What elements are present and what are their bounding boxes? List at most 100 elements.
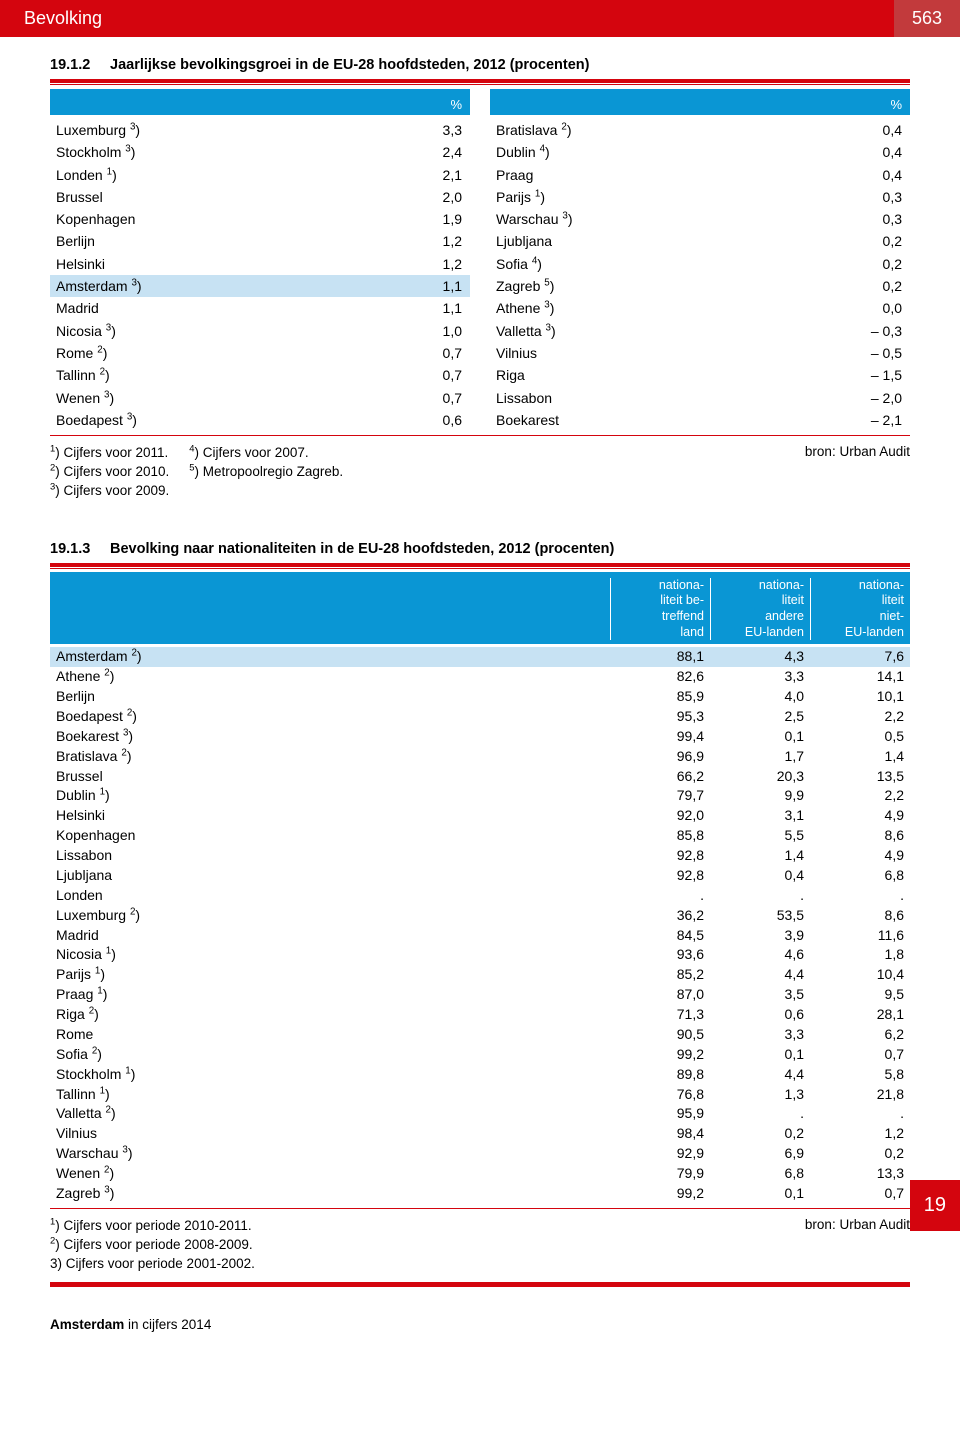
row-label: Zagreb 5) (496, 276, 842, 296)
cell: 10,4 (810, 965, 910, 985)
cell: 1,7 (710, 747, 810, 767)
cell: 0,1 (710, 1045, 810, 1065)
table-row: Valletta 2)95,9.. (50, 1104, 910, 1124)
row-label: Vilnius (496, 343, 842, 363)
row-label: Parijs 1) (56, 965, 610, 985)
table-row: Warschau 3)0,3 (490, 208, 910, 230)
table-row: Sofia 2)99,20,10,7 (50, 1045, 910, 1065)
table-row: Zagreb 5)0,2 (490, 275, 910, 297)
table-row: Athene 2)82,63,314,1 (50, 667, 910, 687)
row-label: Amsterdam 3) (56, 276, 402, 296)
row-label: Bratislava 2) (496, 120, 842, 140)
table-row: Rome90,53,36,2 (50, 1025, 910, 1045)
table-head: % (490, 89, 910, 115)
row-label: Brussel (56, 187, 402, 207)
cell: 92,0 (610, 806, 710, 826)
row-value: 0,4 (842, 120, 902, 140)
row-value: – 2,1 (842, 410, 902, 430)
rule (50, 1208, 910, 1209)
cell: 3,1 (710, 806, 810, 826)
cell: 28,1 (810, 1005, 910, 1025)
cell: 3,3 (710, 667, 810, 687)
row-value: 0,7 (402, 343, 462, 363)
row-label: Luxemburg 2) (56, 906, 610, 926)
side-chapter-tab: 19 (910, 1180, 960, 1231)
row-label: Valletta 3) (496, 321, 842, 341)
cell: 84,5 (610, 926, 710, 946)
table-row: Zagreb 3)99,20,10,7 (50, 1184, 910, 1204)
cell: 4,4 (710, 965, 810, 985)
footnote: 3) Cijfers voor periode 2001-2002. (50, 1255, 255, 1274)
section-number: 19.1.3 (50, 541, 110, 557)
row-label: Londen (56, 886, 610, 906)
cell: 1,8 (810, 945, 910, 965)
cell: 1,4 (710, 846, 810, 866)
row-value: 2,4 (402, 142, 462, 162)
section-text: Bevolking naar nationaliteiten in de EU-… (110, 541, 614, 557)
row-value: 0,7 (402, 365, 462, 385)
row-value: 0,4 (842, 142, 902, 162)
row-value: – 0,3 (842, 321, 902, 341)
row-label: Berlijn (56, 231, 402, 251)
table-head: % (50, 89, 470, 115)
row-label: Londen 1) (56, 165, 402, 185)
row-value: 0,3 (842, 209, 902, 229)
table-row: Londen... (50, 886, 910, 906)
table-row: Dublin 4)0,4 (490, 141, 910, 163)
row-label: Helsinki (56, 254, 402, 274)
row-label: Athene 3) (496, 298, 842, 318)
cell: 0,2 (810, 1144, 910, 1164)
source-label: bron: Urban Audit (805, 1217, 910, 1274)
cell: 2,2 (810, 707, 910, 727)
table-row: Dublin 1)79,79,92,2 (50, 786, 910, 806)
table-row: Athene 3)0,0 (490, 297, 910, 319)
pct-symbol: % (890, 97, 902, 112)
cell: 85,2 (610, 965, 710, 985)
row-value: – 0,5 (842, 343, 902, 363)
cell: 4,4 (710, 1065, 810, 1085)
cell: . (810, 1104, 910, 1124)
table-row: Warschau 3)92,96,90,2 (50, 1144, 910, 1164)
row-label: Riga 2) (56, 1005, 610, 1025)
row-label: Luxemburg 3) (56, 120, 402, 140)
table-row: Helsinki92,03,14,9 (50, 806, 910, 826)
cell: 98,4 (610, 1124, 710, 1144)
cell: 92,8 (610, 846, 710, 866)
row-label: Madrid (56, 926, 610, 946)
table-row: Boekarest– 2,1 (490, 409, 910, 431)
cell: 0,6 (710, 1005, 810, 1025)
table-row: Boedapest 2)95,32,52,2 (50, 707, 910, 727)
row-label: Riga (496, 365, 842, 385)
table-row: Bratislava 2)96,91,71,4 (50, 747, 910, 767)
row-label: Parijs 1) (496, 187, 842, 207)
row-label: Ljubljana (56, 866, 610, 886)
row-label: Brussel (56, 767, 610, 787)
table-1912-left: % Luxemburg 3)3,3Stockholm 3)2,4Londen 1… (50, 89, 470, 431)
row-label: Valletta 2) (56, 1104, 610, 1124)
cell: 99,2 (610, 1184, 710, 1204)
cell: 0,1 (710, 1184, 810, 1204)
cell: 1,2 (810, 1124, 910, 1144)
table-row: Praag 1)87,03,59,5 (50, 985, 910, 1005)
table-row: Valletta 3)– 0,3 (490, 320, 910, 342)
cell: 71,3 (610, 1005, 710, 1025)
cell: 21,8 (810, 1085, 910, 1105)
row-label: Warschau 3) (56, 1144, 610, 1164)
cell: 13,5 (810, 767, 910, 787)
cell: 3,9 (710, 926, 810, 946)
cell: 14,1 (810, 667, 910, 687)
cell: 3,5 (710, 985, 810, 1005)
cell: 0,1 (710, 727, 810, 747)
cell: 20,3 (710, 767, 810, 787)
table-row: Lissabon92,81,44,9 (50, 846, 910, 866)
section-number: 19.1.2 (50, 57, 110, 73)
cell: 92,9 (610, 1144, 710, 1164)
cell: . (810, 886, 910, 906)
row-label: Warschau 3) (496, 209, 842, 229)
cell: 4,9 (810, 846, 910, 866)
table-row: Helsinki1,2 (50, 253, 470, 275)
row-label: Athene 2) (56, 667, 610, 687)
footer-rest: in cijfers 2014 (124, 1317, 211, 1332)
row-label: Lissabon (496, 388, 842, 408)
cell: 4,3 (710, 647, 810, 667)
